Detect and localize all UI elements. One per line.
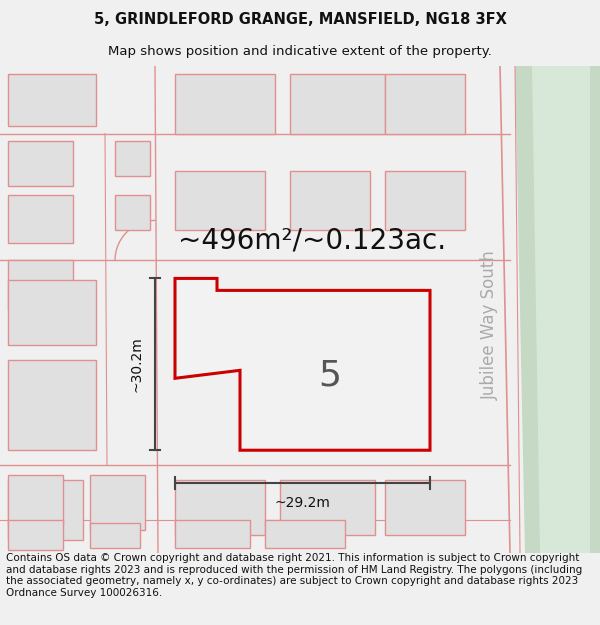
Bar bbox=[8, 281, 96, 346]
Bar bbox=[385, 74, 465, 134]
Bar bbox=[175, 171, 265, 231]
Text: Contains OS data © Crown copyright and database right 2021. This information is : Contains OS data © Crown copyright and d… bbox=[6, 553, 582, 598]
Polygon shape bbox=[515, 66, 600, 553]
Bar bbox=[175, 520, 250, 548]
Text: ~29.2m: ~29.2m bbox=[275, 496, 331, 510]
Bar bbox=[8, 196, 73, 244]
Bar bbox=[175, 480, 265, 535]
Bar bbox=[8, 74, 96, 126]
Bar bbox=[175, 74, 275, 134]
Bar bbox=[265, 520, 345, 548]
Bar bbox=[115, 196, 150, 231]
Bar bbox=[385, 171, 465, 231]
Bar bbox=[280, 480, 375, 535]
Text: Map shows position and indicative extent of the property.: Map shows position and indicative extent… bbox=[108, 45, 492, 58]
Bar bbox=[90, 475, 145, 530]
Text: 5: 5 bbox=[319, 358, 341, 392]
Bar bbox=[8, 520, 63, 550]
Bar bbox=[290, 74, 385, 134]
Polygon shape bbox=[175, 278, 430, 450]
Bar bbox=[290, 171, 370, 231]
Text: ~30.2m: ~30.2m bbox=[130, 336, 144, 392]
Bar bbox=[8, 141, 73, 186]
Text: 5, GRINDLEFORD GRANGE, MANSFIELD, NG18 3FX: 5, GRINDLEFORD GRANGE, MANSFIELD, NG18 3… bbox=[94, 12, 506, 27]
Bar bbox=[385, 480, 465, 535]
Bar bbox=[115, 141, 150, 176]
Bar bbox=[8, 361, 96, 450]
Bar bbox=[8, 480, 83, 540]
Text: Jubilee Way South: Jubilee Way South bbox=[481, 251, 499, 400]
Bar bbox=[90, 523, 140, 548]
Text: ~496m²/~0.123ac.: ~496m²/~0.123ac. bbox=[178, 226, 446, 254]
Polygon shape bbox=[532, 66, 590, 553]
Bar bbox=[8, 475, 63, 525]
Bar bbox=[8, 261, 73, 311]
